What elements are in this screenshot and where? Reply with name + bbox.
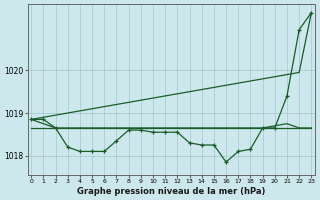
X-axis label: Graphe pression niveau de la mer (hPa): Graphe pression niveau de la mer (hPa) <box>77 187 266 196</box>
